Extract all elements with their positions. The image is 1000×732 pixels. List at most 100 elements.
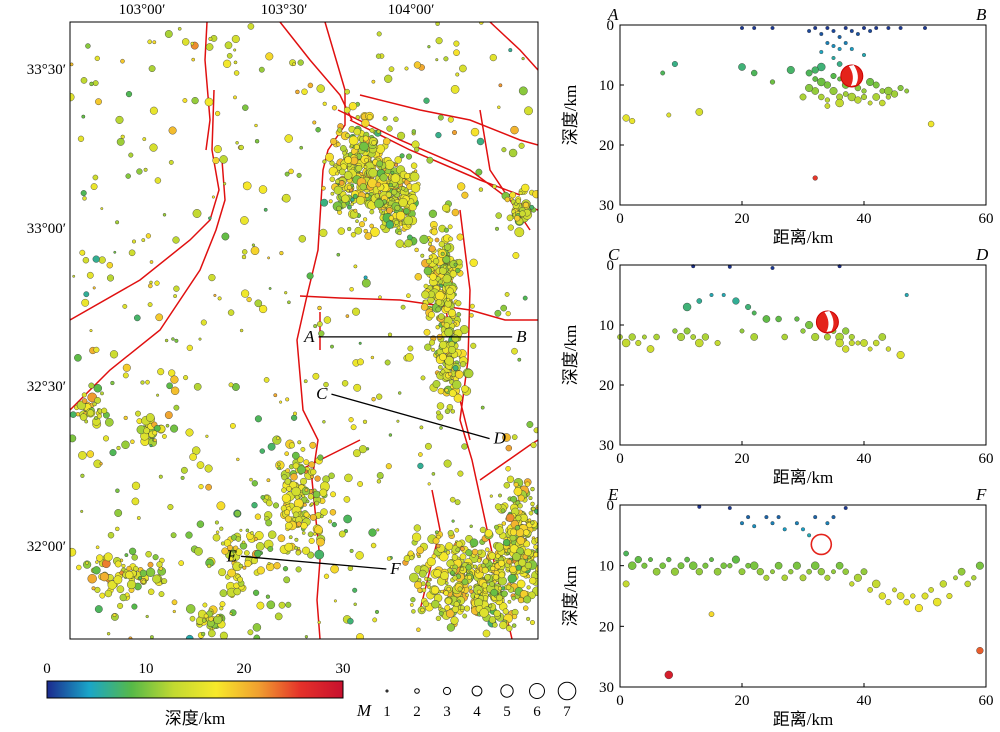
epicenter-dot: [507, 599, 512, 604]
epicenter-dot: [541, 511, 549, 519]
epicenter-dot: [319, 488, 328, 497]
epicenter-dot: [260, 495, 266, 500]
epicenter-dot: [396, 419, 400, 423]
hypocenter-point: [904, 88, 910, 94]
epicenter-dot: [349, 548, 354, 553]
magnitude-circle: [414, 688, 420, 694]
epicenter-dot: [284, 515, 292, 523]
lon-tick-2: 103°30′: [261, 2, 308, 18]
epicenter-dot: [330, 491, 336, 498]
epicenter-dot: [523, 595, 532, 604]
epicenter-dot: [453, 393, 463, 403]
hypocenter-point: [855, 340, 861, 346]
epicenter-dot: [455, 300, 462, 307]
epicenter-dot: [488, 616, 497, 624]
epicenter-dot: [291, 486, 301, 497]
hypocenter-point: [677, 333, 686, 342]
epicenter-dot: [100, 207, 104, 211]
hypocenter-point: [946, 593, 953, 600]
epicenter-dot: [157, 368, 165, 376]
epicenter-dot: [255, 542, 265, 551]
epicenter-dot: [121, 563, 126, 568]
epicenter-dot: [500, 304, 508, 312]
epicenter-dot: [438, 611, 444, 616]
epicenter-dot: [475, 168, 483, 176]
epicenter-dot: [434, 237, 440, 243]
epicenter-dot: [498, 571, 506, 579]
epicenter-dot: [306, 272, 314, 280]
hypocenter-point: [746, 515, 751, 520]
magnitude-value: 3: [443, 704, 451, 720]
hypocenter-point: [739, 328, 745, 334]
epicenter-dot: [300, 477, 308, 485]
epicenter-dot: [115, 220, 120, 225]
epicenter-dot: [80, 509, 84, 513]
epicenter-dot: [554, 602, 560, 608]
epicenter-dot: [439, 266, 447, 275]
epicenter-dot: [361, 119, 370, 128]
epicenter-dot: [217, 296, 222, 301]
hypocenter-point: [898, 26, 903, 31]
epicenter-dot: [81, 114, 86, 119]
epicenter-dot: [122, 363, 131, 372]
hypocenter-point: [819, 32, 824, 37]
epicenter-dot: [322, 159, 327, 164]
epicenter-dot: [378, 209, 383, 214]
epicenter-dot: [180, 475, 185, 480]
epicenter-dot: [158, 474, 163, 479]
epicenter-dot: [170, 375, 179, 384]
epicenter-dot: [247, 23, 255, 30]
epicenter-dot: [413, 61, 422, 69]
epicenter-dot: [492, 574, 499, 581]
epicenter-dot: [413, 524, 421, 532]
epicenter-dot: [400, 304, 406, 310]
hypocenter-point: [635, 340, 642, 347]
epicenter-dot: [345, 132, 350, 138]
epicenter-dot: [414, 273, 422, 281]
epicenter-dot: [452, 380, 462, 390]
epicenter-dot: [393, 116, 399, 123]
epicenter-dot: [333, 185, 343, 195]
hypocenter-point: [697, 504, 702, 509]
epicenter-dot: [364, 193, 370, 198]
epicenter-dot: [438, 313, 445, 320]
epicenter-dot: [191, 446, 201, 455]
epicenter-dot: [85, 561, 89, 565]
hypocenter-point: [867, 100, 873, 106]
epicenter-dot: [265, 519, 273, 527]
hypocenter-point: [740, 521, 745, 526]
hypocenter-point: [878, 333, 887, 341]
epicenter-dot: [77, 135, 85, 142]
epicenter-dot: [502, 608, 509, 615]
epicenter-dot: [273, 562, 281, 570]
epicenter-dot: [143, 427, 150, 435]
epicenter-dot: [224, 41, 233, 50]
epicenter-dot: [214, 520, 219, 525]
epicenter-dot: [442, 203, 451, 213]
epicenter-dot: [312, 490, 321, 499]
epicenter-dot: [524, 561, 533, 570]
epicenter-dot: [435, 306, 442, 313]
epicenter-dot: [292, 62, 296, 66]
epicenter-dot: [219, 589, 228, 598]
magnitude-legend: M 1 2 3 4 5 6 7: [356, 681, 577, 720]
epicenter-dot: [353, 208, 358, 213]
epicenter-dot: [178, 560, 184, 566]
epicenter-dot: [417, 587, 423, 593]
epicenter-dot: [300, 522, 308, 530]
epicenter-dot: [343, 171, 353, 180]
hypocenter-point: [910, 593, 916, 599]
epicenter-dot: [533, 427, 538, 434]
epicenter-dot: [250, 531, 254, 535]
epicenter-dot: [428, 209, 438, 218]
epicenter-dot: [398, 197, 408, 208]
epicenter-dot: [103, 552, 113, 562]
epicenter-dot: [170, 424, 179, 433]
epicenter-dot: [99, 592, 106, 599]
epicenter-dot: [385, 463, 392, 470]
epicenter-dot: [426, 557, 436, 567]
hypocenter-point: [885, 346, 892, 352]
epicenter-dot: [444, 581, 449, 585]
epicenter-dot: [193, 382, 202, 391]
hypocenter-point: [843, 26, 848, 31]
